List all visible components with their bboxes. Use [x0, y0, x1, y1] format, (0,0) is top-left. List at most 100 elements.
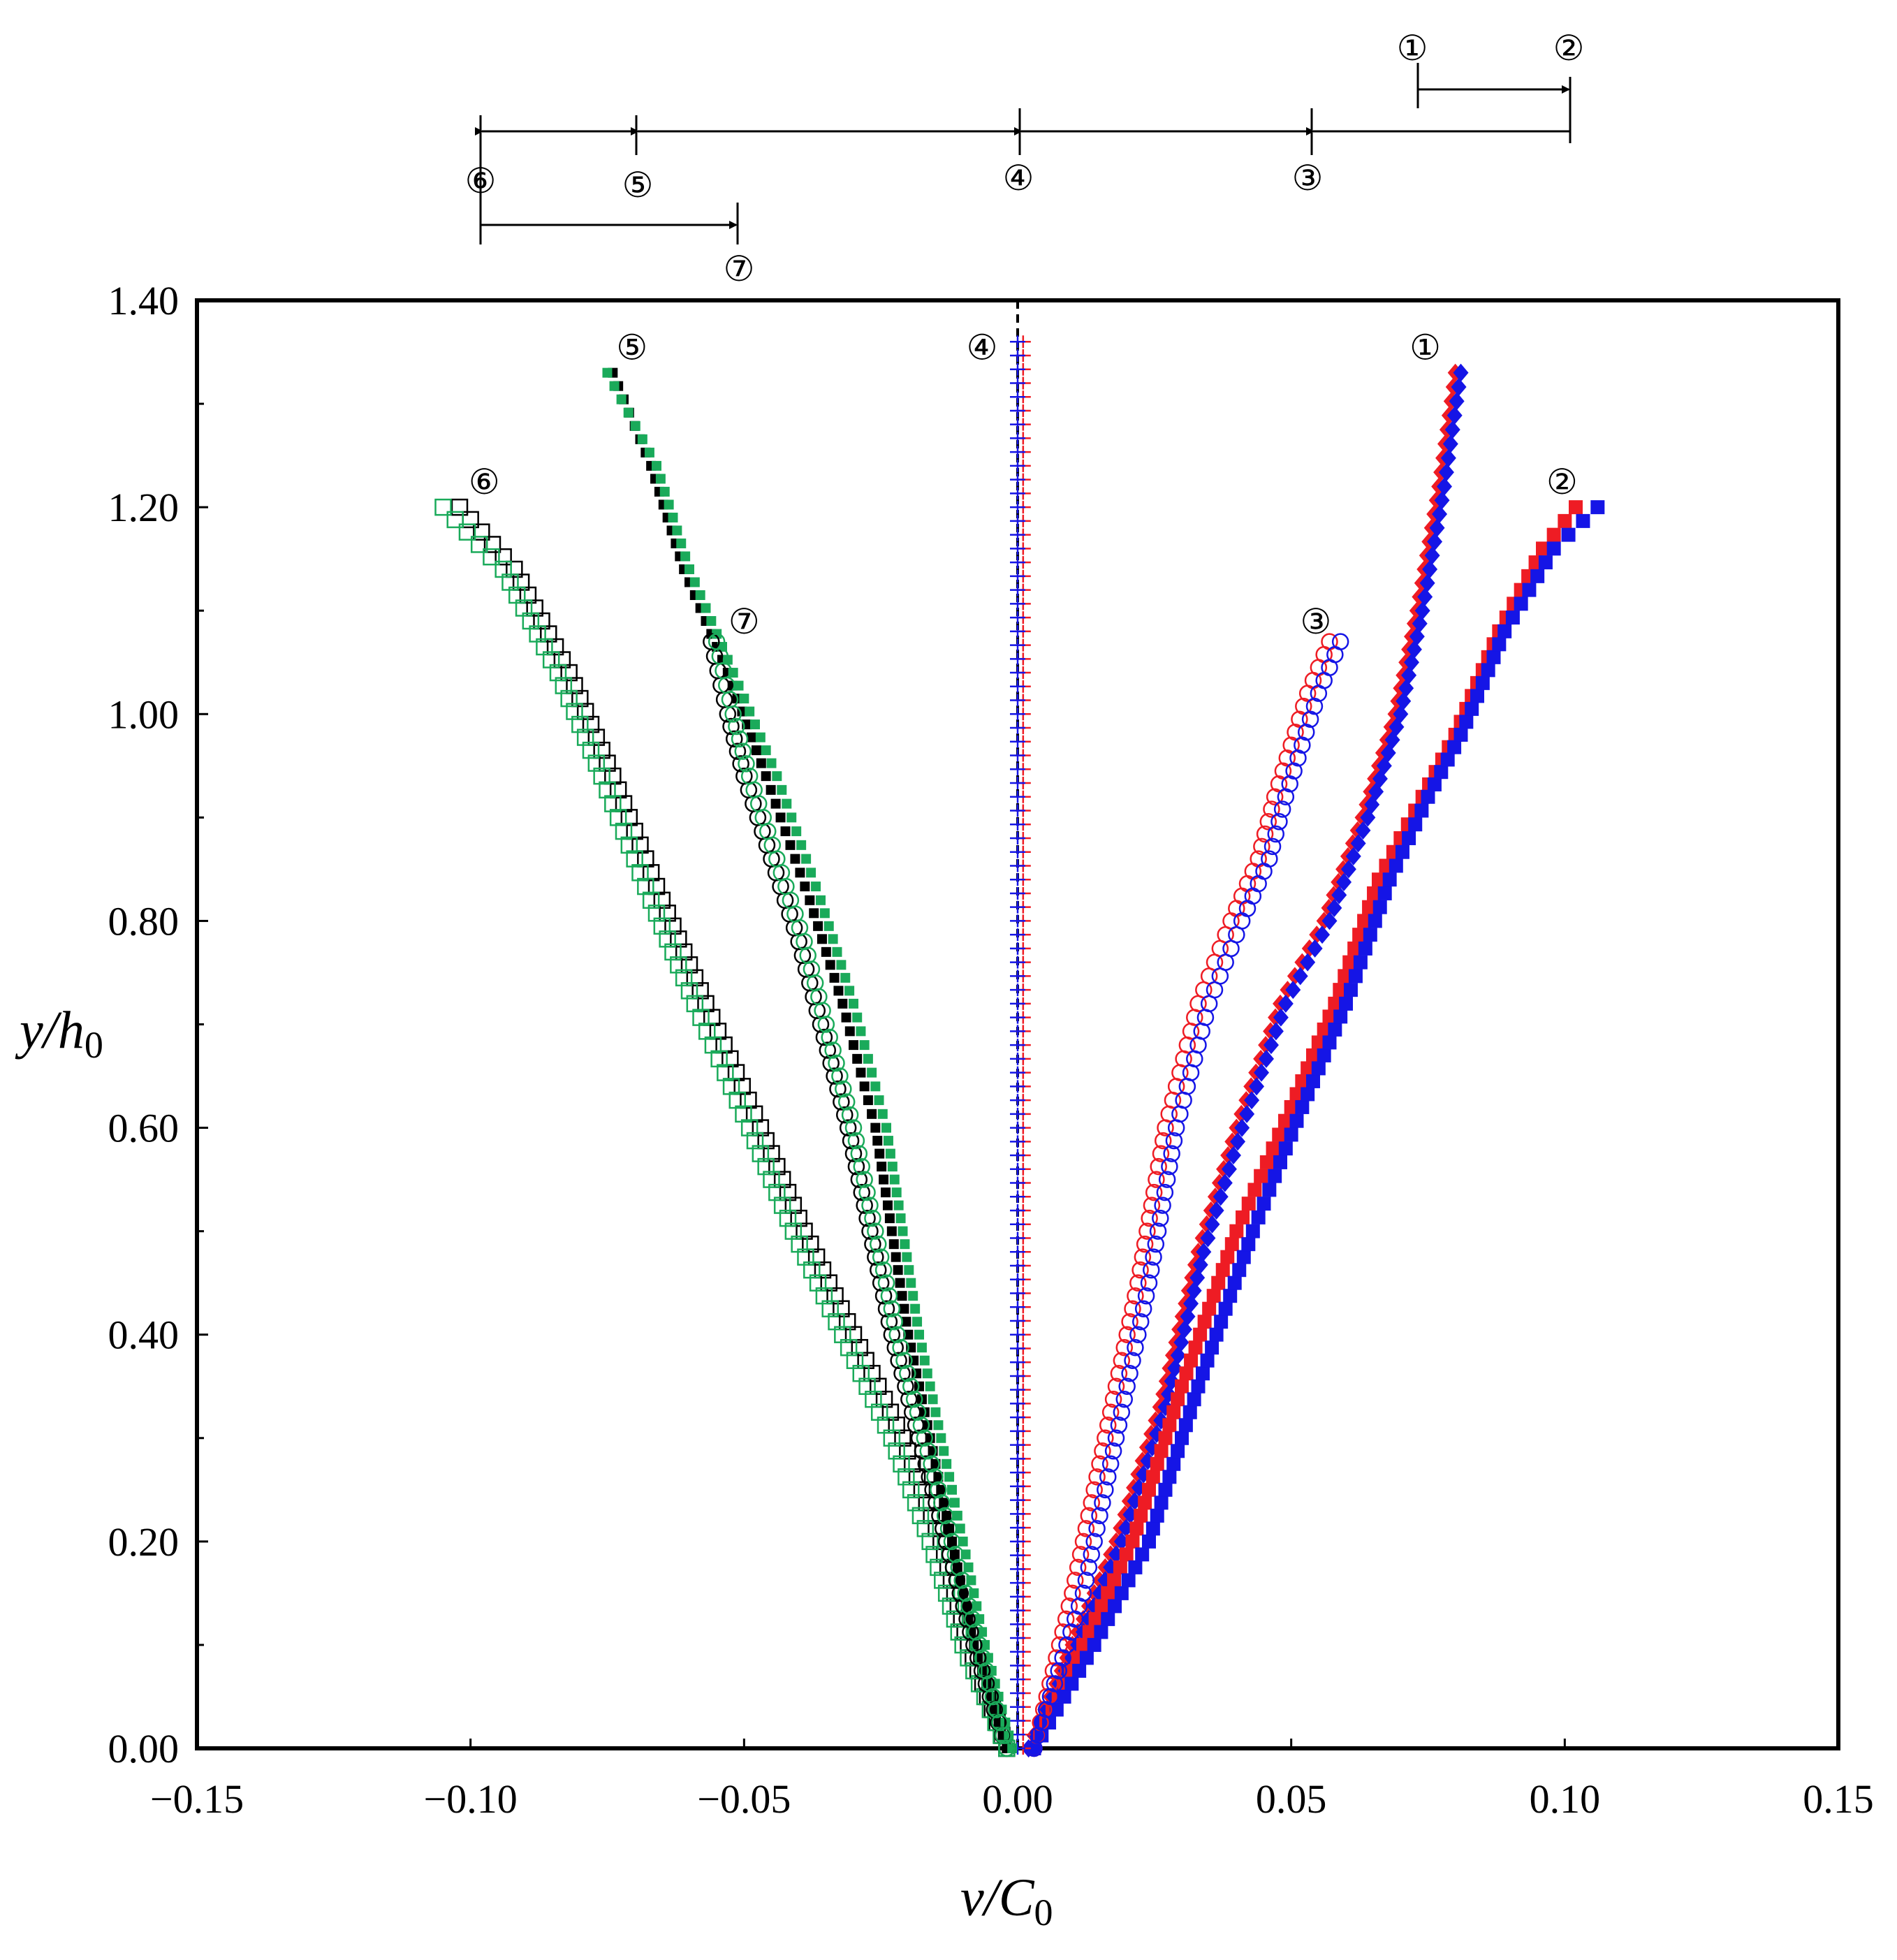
series-9-marker-92 — [676, 538, 687, 548]
series-4-marker-43 — [1145, 1183, 1163, 1201]
series-7-marker-72 — [1010, 749, 1025, 762]
series-9-marker-62 — [828, 934, 838, 944]
series-5-marker-31 — [1127, 1338, 1144, 1356]
series-9-marker-45 — [887, 1162, 898, 1172]
series-5-marker-15 — [1083, 1546, 1100, 1563]
series-11-marker-68 — [626, 850, 643, 868]
series-5-marker-55 — [1193, 1023, 1210, 1040]
series-5-marker-14 — [1080, 1558, 1098, 1577]
series-1-marker-49 — [1244, 1091, 1260, 1110]
series-7-marker-54 — [1010, 997, 1025, 1010]
series-2-marker-10 — [1088, 1611, 1103, 1626]
series-2-marker-91 — [1536, 541, 1550, 556]
series-12-marker-19 — [928, 1494, 945, 1512]
x-tick-label-3: 0.00 — [982, 1776, 1053, 1822]
series-10-marker-70 — [626, 822, 643, 840]
series-3-marker-66 — [1382, 872, 1397, 887]
series-2-marker-25 — [1162, 1418, 1177, 1433]
series-8-marker-65 — [805, 895, 815, 905]
series-3-marker-68 — [1395, 844, 1409, 859]
series-2-marker-36 — [1211, 1275, 1226, 1290]
series-4-marker-37 — [1131, 1261, 1149, 1279]
series-1-marker-85 — [1412, 614, 1428, 633]
series-7-marker-17 — [1010, 1507, 1025, 1521]
series-2-marker-12 — [1101, 1586, 1115, 1600]
series-3-marker-30 — [1200, 1353, 1215, 1368]
series-8-marker-60 — [825, 960, 835, 970]
series-1-marker-79 — [1396, 692, 1412, 710]
series-13-marker-28 — [902, 1377, 920, 1395]
series-8-marker-70 — [780, 826, 791, 837]
series-12-marker-22 — [917, 1455, 935, 1473]
series-2-marker-48 — [1277, 1113, 1292, 1128]
diagram-label-4: ④ — [1003, 159, 1034, 198]
series-9-marker-89 — [689, 577, 700, 587]
series-10-marker-43 — [779, 1183, 797, 1201]
series-10-marker-58 — [691, 982, 709, 1000]
x-axis-title-base: v/C — [960, 1868, 1035, 1927]
series-12-marker-14 — [944, 1558, 962, 1577]
series-3-marker-52 — [1311, 1061, 1326, 1076]
series-10-marker-40 — [796, 1222, 813, 1240]
series-5-marker-19 — [1094, 1494, 1111, 1512]
series-1-marker-35 — [1186, 1281, 1202, 1300]
series-3-marker-94 — [1590, 500, 1605, 515]
series-7-marker-92 — [1010, 473, 1025, 486]
diagram-label-1: ① — [1397, 29, 1428, 68]
series-11-marker-9 — [950, 1623, 968, 1641]
series-9-marker-46 — [885, 1148, 895, 1159]
series-3-marker-51 — [1306, 1074, 1320, 1088]
series-5-marker-30 — [1124, 1352, 1141, 1369]
series-4-marker-34 — [1124, 1300, 1141, 1317]
series-8-marker-52 — [856, 1067, 866, 1078]
series-3-marker-31 — [1205, 1340, 1220, 1355]
series-7-marker-50 — [1010, 1052, 1025, 1065]
series-2-marker-44 — [1254, 1169, 1268, 1183]
series-9-marker-96 — [659, 486, 670, 497]
series-9-marker-35 — [908, 1291, 918, 1301]
y-tick-label-3: 0.60 — [108, 1106, 180, 1151]
series-9-marker-31 — [916, 1343, 927, 1353]
series-3-marker-73 — [1427, 777, 1442, 791]
series-13-marker-30 — [895, 1352, 913, 1369]
series-9-marker-29 — [922, 1368, 932, 1379]
series-7-marker-67 — [1010, 818, 1025, 831]
series-3-marker-37 — [1232, 1263, 1247, 1278]
series-13-marker-11 — [960, 1597, 978, 1615]
series-4-marker-23 — [1094, 1442, 1111, 1460]
y-tick-label-1: 0.20 — [108, 1519, 180, 1565]
series-13-marker-17 — [939, 1520, 958, 1537]
series-9-marker-57 — [849, 998, 858, 1009]
series-7-marker-23 — [1010, 1424, 1025, 1438]
series-4-marker-28 — [1107, 1377, 1125, 1395]
series-3-marker-80 — [1470, 689, 1484, 703]
series-4-marker-19 — [1083, 1494, 1100, 1512]
series-1-marker-60 — [1307, 939, 1323, 958]
series-2-marker-9 — [1082, 1625, 1097, 1639]
series-2-marker-40 — [1229, 1224, 1244, 1238]
x-tick-label-5: 0.10 — [1530, 1776, 1601, 1822]
series-4-marker-39 — [1136, 1235, 1154, 1253]
series-3-marker-84 — [1492, 637, 1507, 652]
series-10-marker-37 — [814, 1261, 832, 1279]
series-5-marker-51 — [1178, 1078, 1196, 1095]
series-3-marker-60 — [1353, 955, 1368, 970]
series-11-marker-6 — [965, 1662, 983, 1680]
series-3-marker-42 — [1257, 1197, 1271, 1211]
series-9-marker-27 — [928, 1394, 938, 1405]
series-5-marker-6 — [1050, 1662, 1067, 1680]
annotation-2: ② — [1546, 462, 1578, 502]
series-12-marker-75 — [732, 755, 749, 773]
series-9-marker-58 — [844, 986, 855, 996]
series-12-marker-42 — [856, 1197, 873, 1214]
series-9-marker-101 — [630, 420, 640, 431]
series-7-marker-70 — [1010, 777, 1025, 789]
series-7-marker-79 — [1010, 652, 1025, 666]
series-1-marker-33 — [1180, 1307, 1196, 1326]
series-8-marker-63 — [813, 921, 823, 931]
series-1-marker-61 — [1314, 926, 1331, 944]
series-11-marker-78 — [571, 715, 589, 733]
series-10-marker-91 — [495, 548, 512, 566]
series-7-marker-87 — [1010, 542, 1025, 555]
series-3-marker-43 — [1262, 1183, 1277, 1197]
